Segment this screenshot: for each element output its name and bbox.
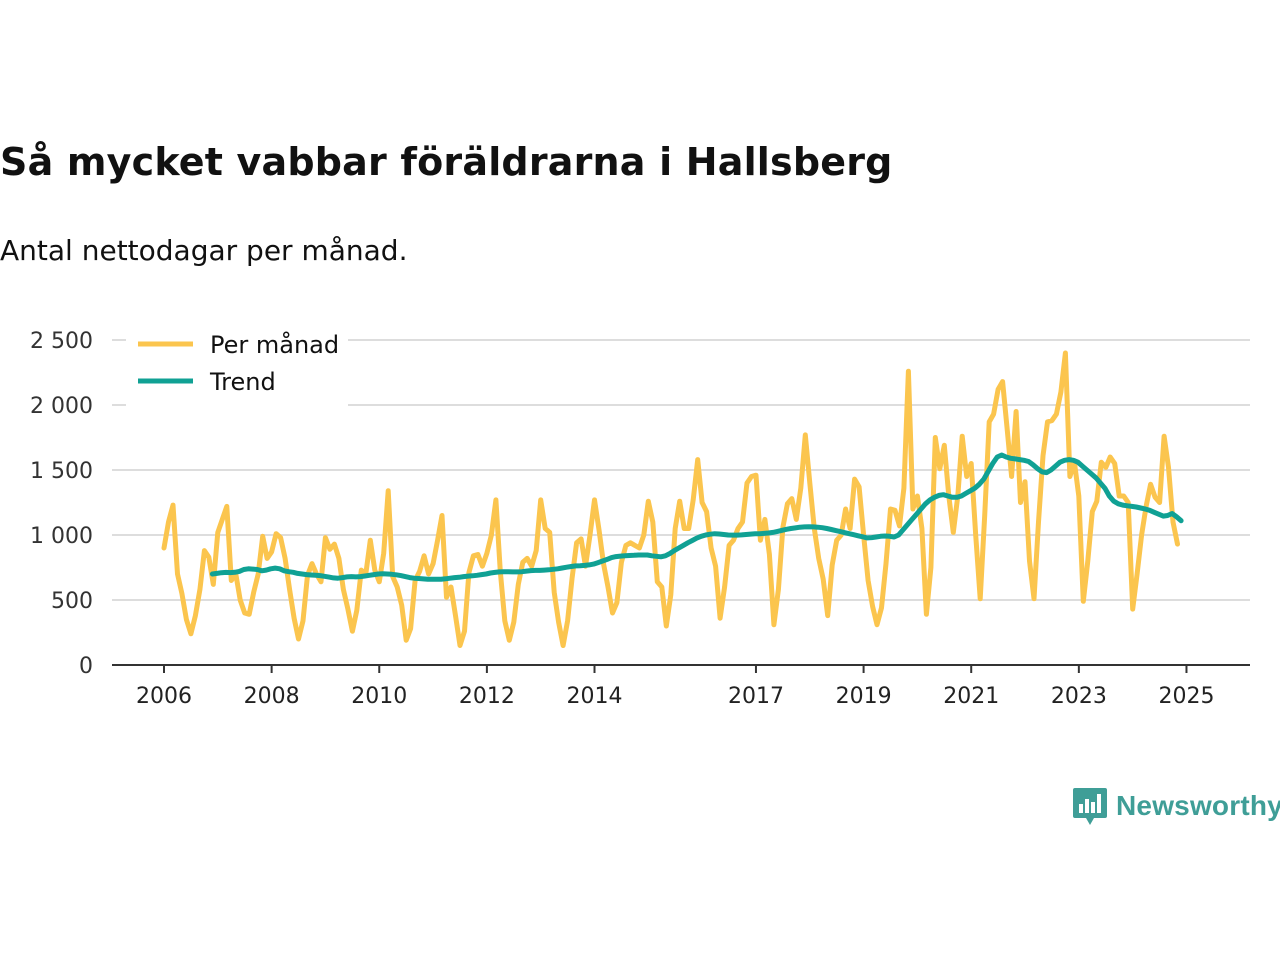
y-tick-label: 2 000 xyxy=(30,394,93,419)
x-tick-label: 2025 xyxy=(1158,684,1214,709)
y-tick-label: 2 500 xyxy=(30,329,93,354)
y-tick-label: 500 xyxy=(51,589,93,614)
y-axis-ticks: 0 500 1 000 1 500 2 000 2 500 xyxy=(30,329,93,679)
series-line-per-manad[interactable] xyxy=(161,350,1180,648)
x-tick-label: 2010 xyxy=(351,684,407,709)
y-tick-label: 1 000 xyxy=(30,524,93,549)
x-tick-label: 2008 xyxy=(244,684,300,709)
x-tick-label: 2019 xyxy=(836,684,892,709)
legend-background xyxy=(126,326,348,406)
legend-label-trend[interactable]: Trend xyxy=(209,368,276,396)
newsworthy-logo[interactable]: Newsworthy xyxy=(1072,786,1280,826)
newsworthy-logo-icon xyxy=(1073,788,1107,825)
x-tick-label: 2017 xyxy=(728,684,784,709)
x-tick-label: 2023 xyxy=(1051,684,1107,709)
x-tick-label: 2012 xyxy=(459,684,515,709)
y-tick-label: 0 xyxy=(79,654,93,679)
y-tick-label: 1 500 xyxy=(30,459,93,484)
x-tick-label: 2006 xyxy=(136,684,192,709)
legend-label-monthly[interactable]: Per månad xyxy=(210,330,339,359)
x-tick-label: 2021 xyxy=(943,684,999,709)
chart-subtitle: Antal nettodagar per månad. xyxy=(0,234,408,267)
chart-title: Så mycket vabbar föräldrarna i Hallsberg xyxy=(0,140,893,184)
legend[interactable]: Per månad Trend xyxy=(126,326,348,406)
x-tick-label: 2014 xyxy=(567,684,623,709)
series-line-trend[interactable] xyxy=(209,452,1184,582)
series-lines xyxy=(161,350,1184,648)
newsworthy-logo-text: Newsworthy xyxy=(1116,790,1280,821)
x-axis: 2006 2008 2010 2012 2014 2017 2019 2021 2023 2025 xyxy=(112,664,1250,709)
